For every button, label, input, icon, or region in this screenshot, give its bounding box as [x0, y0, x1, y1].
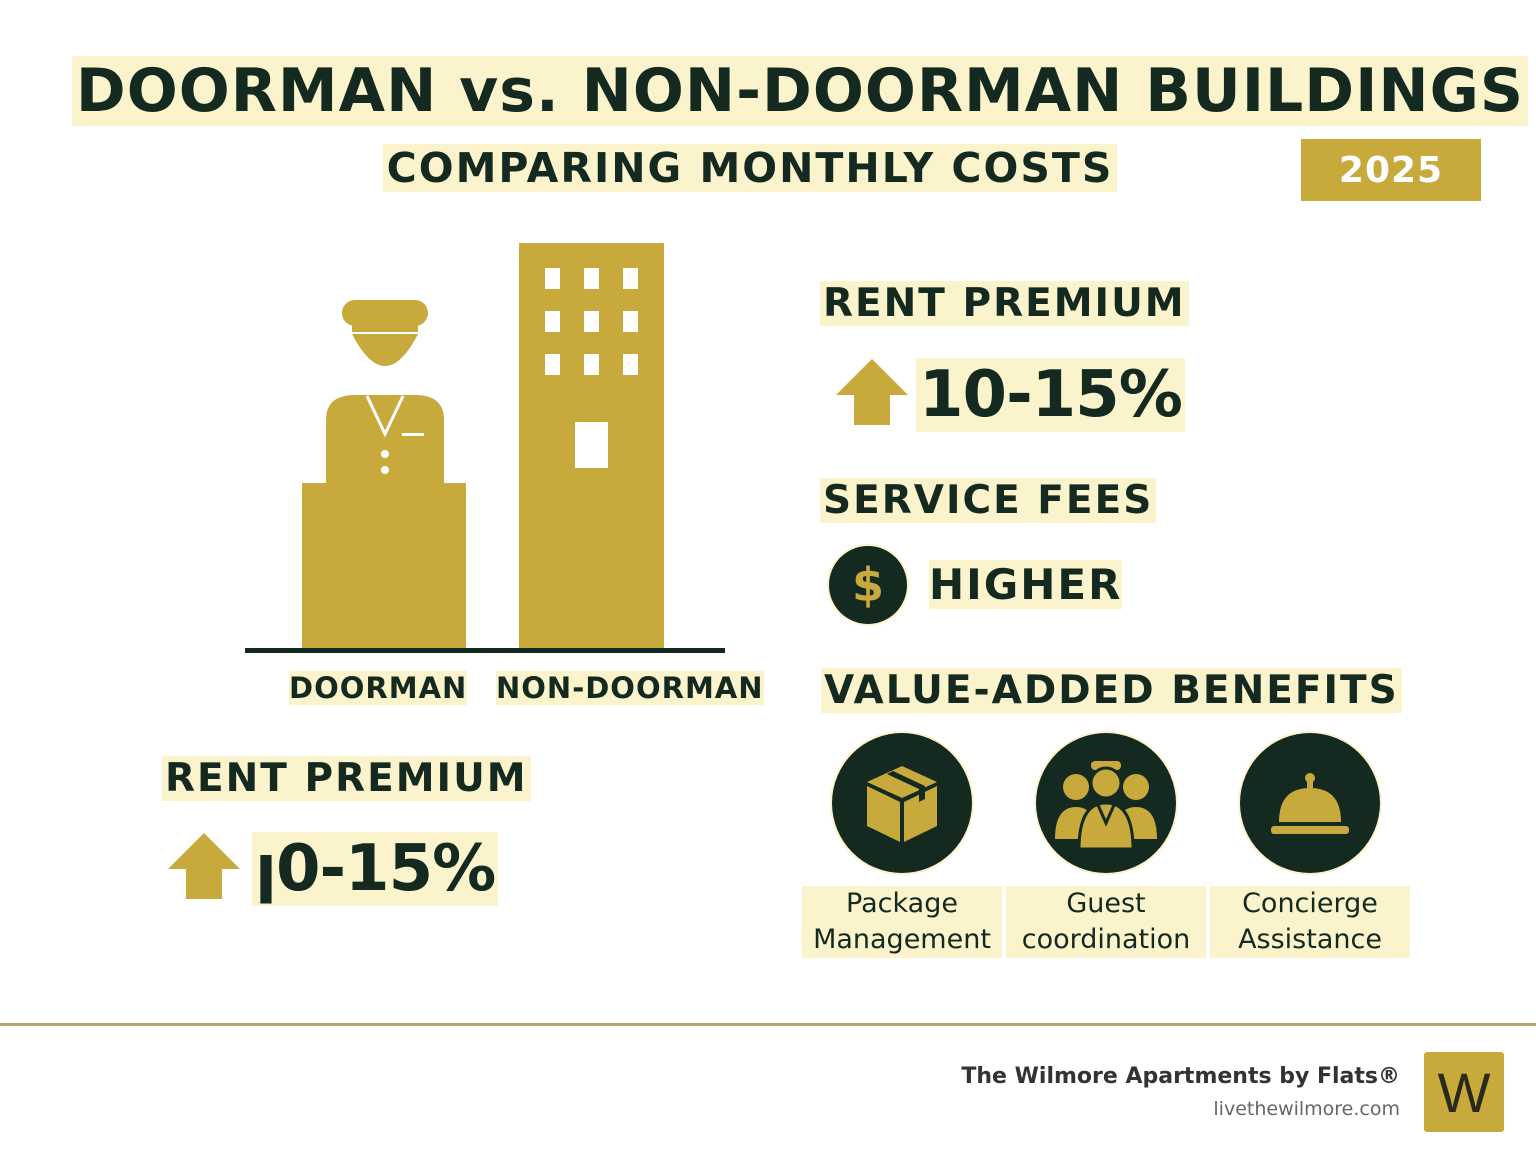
- rent-premium-heading: RENT PREMIUM: [820, 281, 1189, 326]
- ground-line: [245, 648, 725, 653]
- benefit-label-package: Package Management: [802, 886, 1002, 958]
- year-badge: 2025: [1301, 139, 1481, 201]
- footer-divider: [0, 1023, 1536, 1026]
- up-arrow-icon: [168, 833, 240, 899]
- non-doorman-label: NON-DOORMAN: [496, 671, 764, 705]
- page-subtitle: COMPARING MONTHLY COSTS: [0, 144, 1500, 192]
- up-arrow-icon: [836, 359, 908, 425]
- benefits-heading: VALUE-ADDED BENEFITS: [821, 668, 1402, 713]
- benefit-label-guest: Guest coordination: [1006, 886, 1206, 958]
- service-bell-icon: [1240, 733, 1380, 873]
- doorman-vs-building-illustration: [245, 243, 725, 653]
- guest-group-icon: [1036, 733, 1176, 873]
- page-title: DOORMAN vs. NON-DOORMAN BUILDINGS: [0, 56, 1536, 126]
- dollar-icon: $: [829, 546, 907, 624]
- footer-brand: The Wilmore Apartments by Flats®: [961, 1064, 1400, 1089]
- left-rent-premium-heading: RENT PREMIUM: [162, 756, 531, 801]
- service-fees-heading: SERVICE FEES: [820, 478, 1157, 523]
- brand-logo: W: [1424, 1052, 1504, 1132]
- service-fees-value: HIGHER: [929, 560, 1123, 609]
- building-icon: [519, 243, 664, 648]
- package-icon: [832, 733, 972, 873]
- left-rent-premium-value: ꞁ0-15%: [252, 832, 499, 906]
- doorman-label: DOORMAN: [289, 671, 468, 705]
- rent-premium-value: 10-15%: [916, 358, 1185, 432]
- doorman-figure-icon: [302, 300, 466, 648]
- footer-site-link[interactable]: livethewilmore.com: [1213, 1098, 1400, 1120]
- benefit-label-concierge: Concierge Assistance: [1210, 886, 1410, 958]
